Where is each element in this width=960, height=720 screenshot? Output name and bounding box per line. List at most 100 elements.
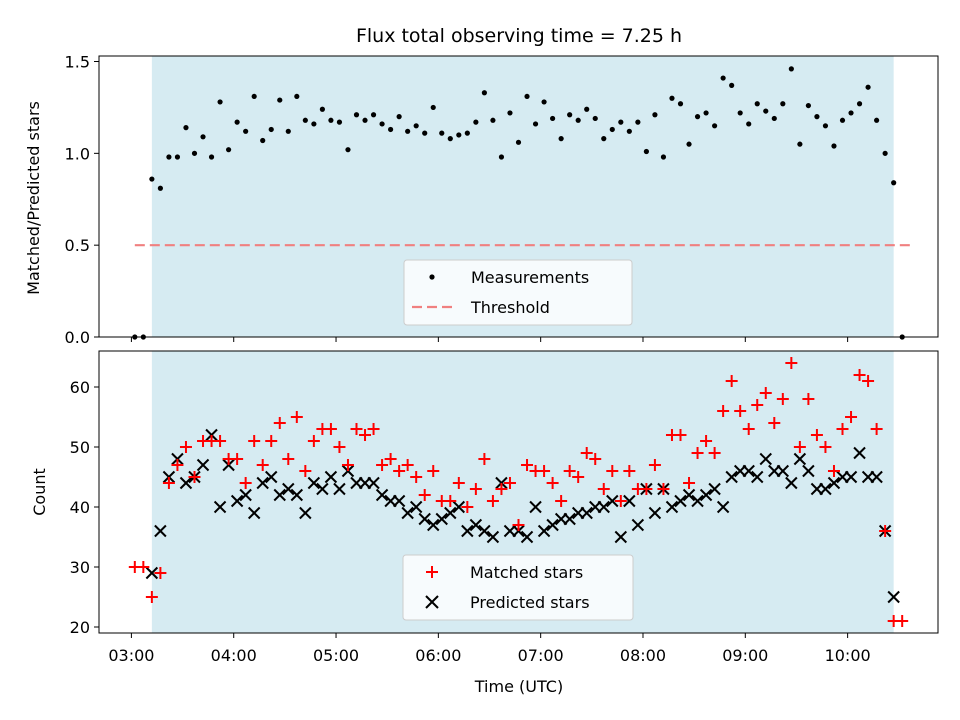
measurement-point	[345, 147, 351, 153]
matched-point	[683, 477, 696, 489]
measurement-point	[319, 106, 325, 112]
predicted-point-stroke	[648, 506, 662, 520]
matched-point	[214, 435, 227, 447]
measurement-point	[251, 93, 257, 100]
matched-point	[580, 447, 593, 459]
predicted-point	[537, 524, 551, 538]
predicted-point-stroke	[273, 488, 286, 502]
matched-point	[768, 417, 781, 429]
x-tick-label: 04:00	[211, 646, 257, 665]
measurement-point	[439, 130, 445, 136]
predicted-point	[793, 452, 807, 466]
measurement-point	[149, 176, 155, 182]
matched-point	[827, 465, 840, 477]
predicted-point	[623, 494, 636, 508]
predicted-point	[324, 470, 338, 484]
measurement-point	[780, 101, 786, 107]
measurement-point	[294, 93, 300, 100]
measurement-point	[277, 97, 283, 103]
predicted-point-stroke	[759, 452, 772, 466]
measurement-point	[515, 139, 522, 145]
measurement-point	[456, 132, 462, 138]
measurement-point	[729, 82, 735, 88]
predicted-point-stroke	[307, 476, 321, 490]
matched-point	[265, 435, 278, 447]
predicted-point-stroke	[239, 488, 252, 502]
matched-point	[188, 471, 201, 483]
measurement-point	[891, 180, 897, 186]
matched-point	[162, 477, 175, 489]
measurement-point	[379, 121, 385, 127]
predicted-point	[674, 494, 687, 508]
measurement-point	[618, 119, 624, 125]
measurement-point	[200, 134, 206, 140]
matched-point	[512, 519, 525, 531]
predicted-point-stroke	[265, 470, 278, 484]
x-tick-label: 10:00	[825, 646, 871, 665]
matched-point	[401, 459, 414, 471]
predicted-point-stroke	[435, 512, 448, 526]
matched-point	[589, 453, 602, 465]
measurement-point	[848, 110, 854, 116]
matched-point	[179, 441, 192, 453]
predicted-point-stroke	[751, 470, 764, 484]
measurement-point	[234, 119, 240, 125]
predicted-point	[759, 452, 772, 466]
predicted-point-stroke	[563, 512, 576, 526]
matched-point	[256, 459, 269, 471]
predicted-point-stroke	[606, 494, 619, 508]
predicted-point-stroke	[478, 524, 491, 538]
matched-point	[350, 423, 363, 435]
bottom-y-tick-label: 60	[70, 378, 90, 397]
predicted-point	[461, 524, 474, 538]
top-y-axis-label: Matched/Predicted stars	[24, 101, 43, 295]
matched-point	[623, 465, 636, 477]
measurement-point	[831, 143, 837, 149]
predicted-point-stroke	[392, 494, 406, 508]
legend-measurements-marker	[429, 274, 435, 280]
predicted-point-stroke	[870, 470, 883, 484]
matched-point	[393, 465, 406, 477]
matched-point	[734, 405, 747, 417]
matched-point	[145, 591, 158, 603]
matched-point	[137, 561, 150, 573]
measurement-point	[260, 137, 266, 144]
predicted-point	[486, 530, 500, 544]
measurement-point	[814, 114, 820, 120]
matched-point	[870, 423, 883, 435]
predicted-point-stroke	[299, 506, 312, 520]
predicted-point-stroke	[529, 500, 542, 514]
measurement-point	[712, 123, 718, 129]
predicted-point	[802, 464, 815, 478]
predicted-point-stroke	[546, 518, 559, 532]
predicted-point-stroke	[887, 590, 900, 604]
measurement-point	[208, 154, 215, 160]
bottom-x-ticks: 03:00 04:00 05:00 06:00 07:00 08:00 09:00 10:00	[108, 633, 871, 665]
matched-point	[273, 417, 286, 429]
legend-matched-marker	[426, 566, 438, 578]
predicted-point	[606, 494, 619, 508]
bottom-legend-box	[402, 554, 634, 621]
measurement-point	[737, 110, 743, 116]
matched-point	[563, 465, 576, 477]
predicted-point	[546, 518, 559, 532]
bottom-y-tick-label: 50	[70, 438, 90, 457]
measurement-point	[771, 115, 777, 122]
predicted-point	[179, 476, 193, 490]
predicted-point-stroke	[793, 452, 807, 466]
matched-point	[248, 435, 261, 447]
x-tick-label: 07:00	[518, 646, 564, 665]
measurement-point	[550, 115, 556, 122]
predicted-point-stroke	[827, 476, 841, 490]
predicted-point-stroke	[785, 476, 798, 490]
predicted-point	[307, 476, 321, 490]
predicted-point-stroke	[452, 500, 466, 514]
predicted-point-stroke	[401, 506, 414, 520]
measurement-point	[754, 101, 760, 107]
predicted-point-stroke	[247, 506, 261, 520]
predicted-point	[665, 500, 679, 514]
matched-point	[486, 495, 499, 507]
predicted-point	[213, 500, 227, 514]
x-tick-label: 03:00	[108, 646, 154, 665]
